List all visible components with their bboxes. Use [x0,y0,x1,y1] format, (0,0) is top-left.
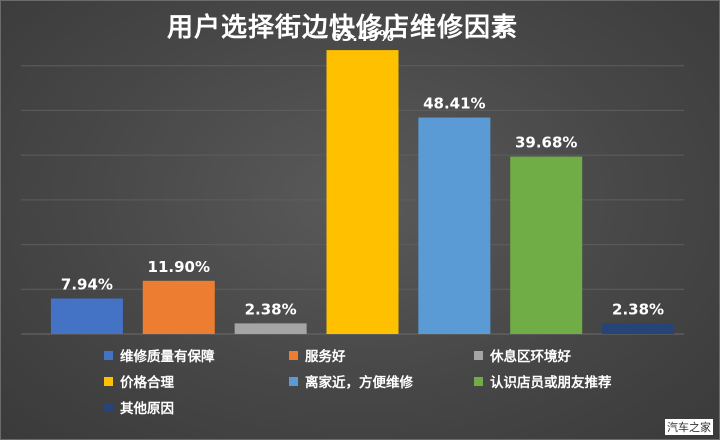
legend-label: 认识店员或朋友推荐 [490,375,612,391]
legend-label: 服务好 [305,349,346,365]
legend-swatch [289,350,298,360]
legend-item: 休息区环境好 [474,345,664,365]
legend-label: 离家近，方便维修 [305,375,413,391]
data-label: 63.49% [331,27,393,45]
chart-title: 用户选择街边快修店维修因素 [166,13,518,43]
bar [510,156,583,334]
bar [602,323,675,334]
bar [142,280,215,334]
data-label: 2.38% [612,300,664,318]
legend-item: 价格合理 [104,371,289,391]
legend-swatch [289,376,298,386]
legend-item: 离家近，方便维修 [289,371,474,391]
legend-item: 认识店员或朋友推荐 [474,371,664,391]
legend-item: 其他原因 [104,397,289,417]
data-label: 48.41% [423,95,485,113]
legend-swatch [104,350,113,360]
data-label: 39.68% [515,134,577,152]
chart-legend: 维修质量有保障 服务好 休息区环境好 价格合理 离家近，方便维修 认识店员或朋友… [104,345,664,417]
legend-swatch [104,402,113,412]
legend-label: 其他原因 [120,401,174,417]
legend-swatch [474,350,483,360]
data-label: 2.38% [245,300,297,318]
watermark: 汽车之家 [665,419,713,435]
legend-label: 休息区环境好 [490,349,571,365]
legend-swatch [474,376,483,386]
legend-item: 服务好 [289,345,474,365]
data-label: 11.90% [148,258,210,276]
legend-swatch [104,376,113,386]
legend-label: 价格合理 [120,375,174,391]
bar [50,298,123,334]
bar [326,50,399,334]
bar [418,117,491,334]
legend-label: 维修质量有保障 [120,349,215,365]
legend-item: 维修质量有保障 [104,345,289,365]
bar [234,323,307,334]
data-label: 7.94% [61,275,113,293]
